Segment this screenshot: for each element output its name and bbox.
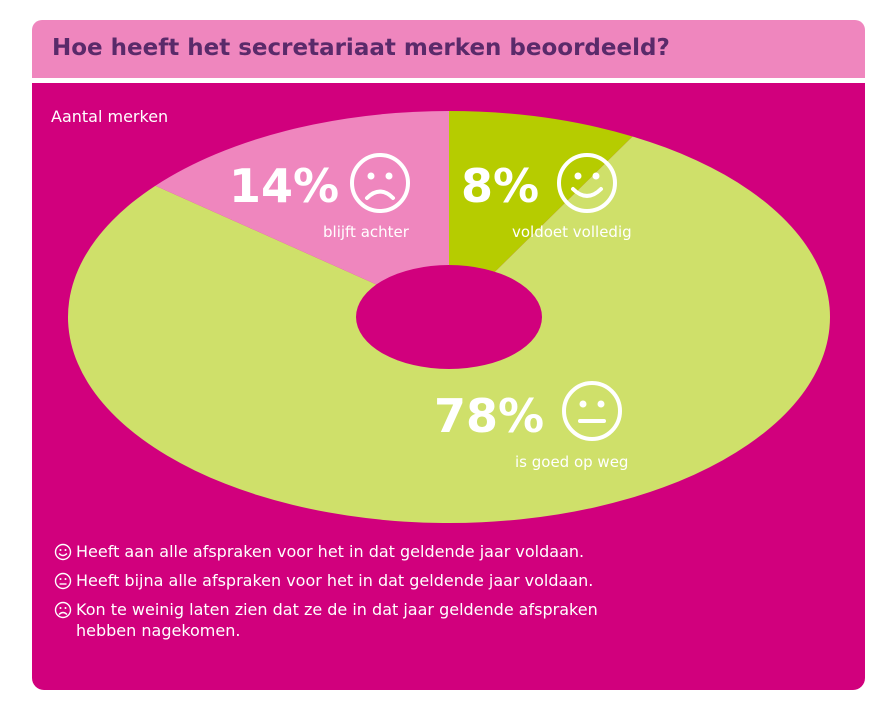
- smiley-neutral-icon: [54, 572, 72, 590]
- slice-percent-voldoet-volledig: 8%: [461, 159, 540, 213]
- note-text: Heeft aan alle afspraken voor het in dat…: [76, 542, 585, 561]
- smiley-sad-icon: [350, 153, 410, 213]
- note-text: Kon te weinig laten zien dat ze de in da…: [76, 600, 598, 640]
- legend-notes: Heeft aan alle afspraken voor het in dat…: [54, 541, 598, 649]
- page-title: Hoe heeft het secretariaat merken beoord…: [52, 35, 670, 61]
- donut-hole: [356, 265, 542, 369]
- smiley-neutral-icon: [562, 381, 622, 441]
- header-bar: Hoe heeft het secretariaat merken beoord…: [32, 20, 865, 78]
- note-item: Heeft bijna alle afspraken voor het in d…: [54, 570, 598, 591]
- chart-panel: Aantal merken 14% blijft achter 8% voldo…: [32, 83, 865, 690]
- slice-label-voldoet-volledig: voldoet volledig: [512, 223, 632, 241]
- slice-percent-is-goed-op-weg: 78%: [434, 389, 545, 443]
- donut-slice-blijft-achter: [155, 111, 449, 317]
- note-text: Heeft bijna alle afspraken voor het in d…: [76, 571, 594, 590]
- donut-slice-voldoet-volledig: [449, 111, 633, 317]
- note-item: Heeft aan alle afspraken voor het in dat…: [54, 541, 598, 562]
- donut-chart: [67, 111, 830, 523]
- smiley-happy-icon: [54, 543, 72, 561]
- note-item: Kon te weinig laten zien dat ze de in da…: [54, 599, 598, 641]
- smiley-happy-icon: [557, 153, 617, 213]
- slice-label-blijft-achter: blijft achter: [323, 223, 409, 241]
- smiley-sad-icon: [54, 601, 72, 619]
- slice-label-is-goed-op-weg: is goed op weg: [515, 453, 629, 471]
- chart-ylabel: Aantal merken: [51, 107, 169, 126]
- slice-percent-blijft-achter: 14%: [229, 159, 340, 213]
